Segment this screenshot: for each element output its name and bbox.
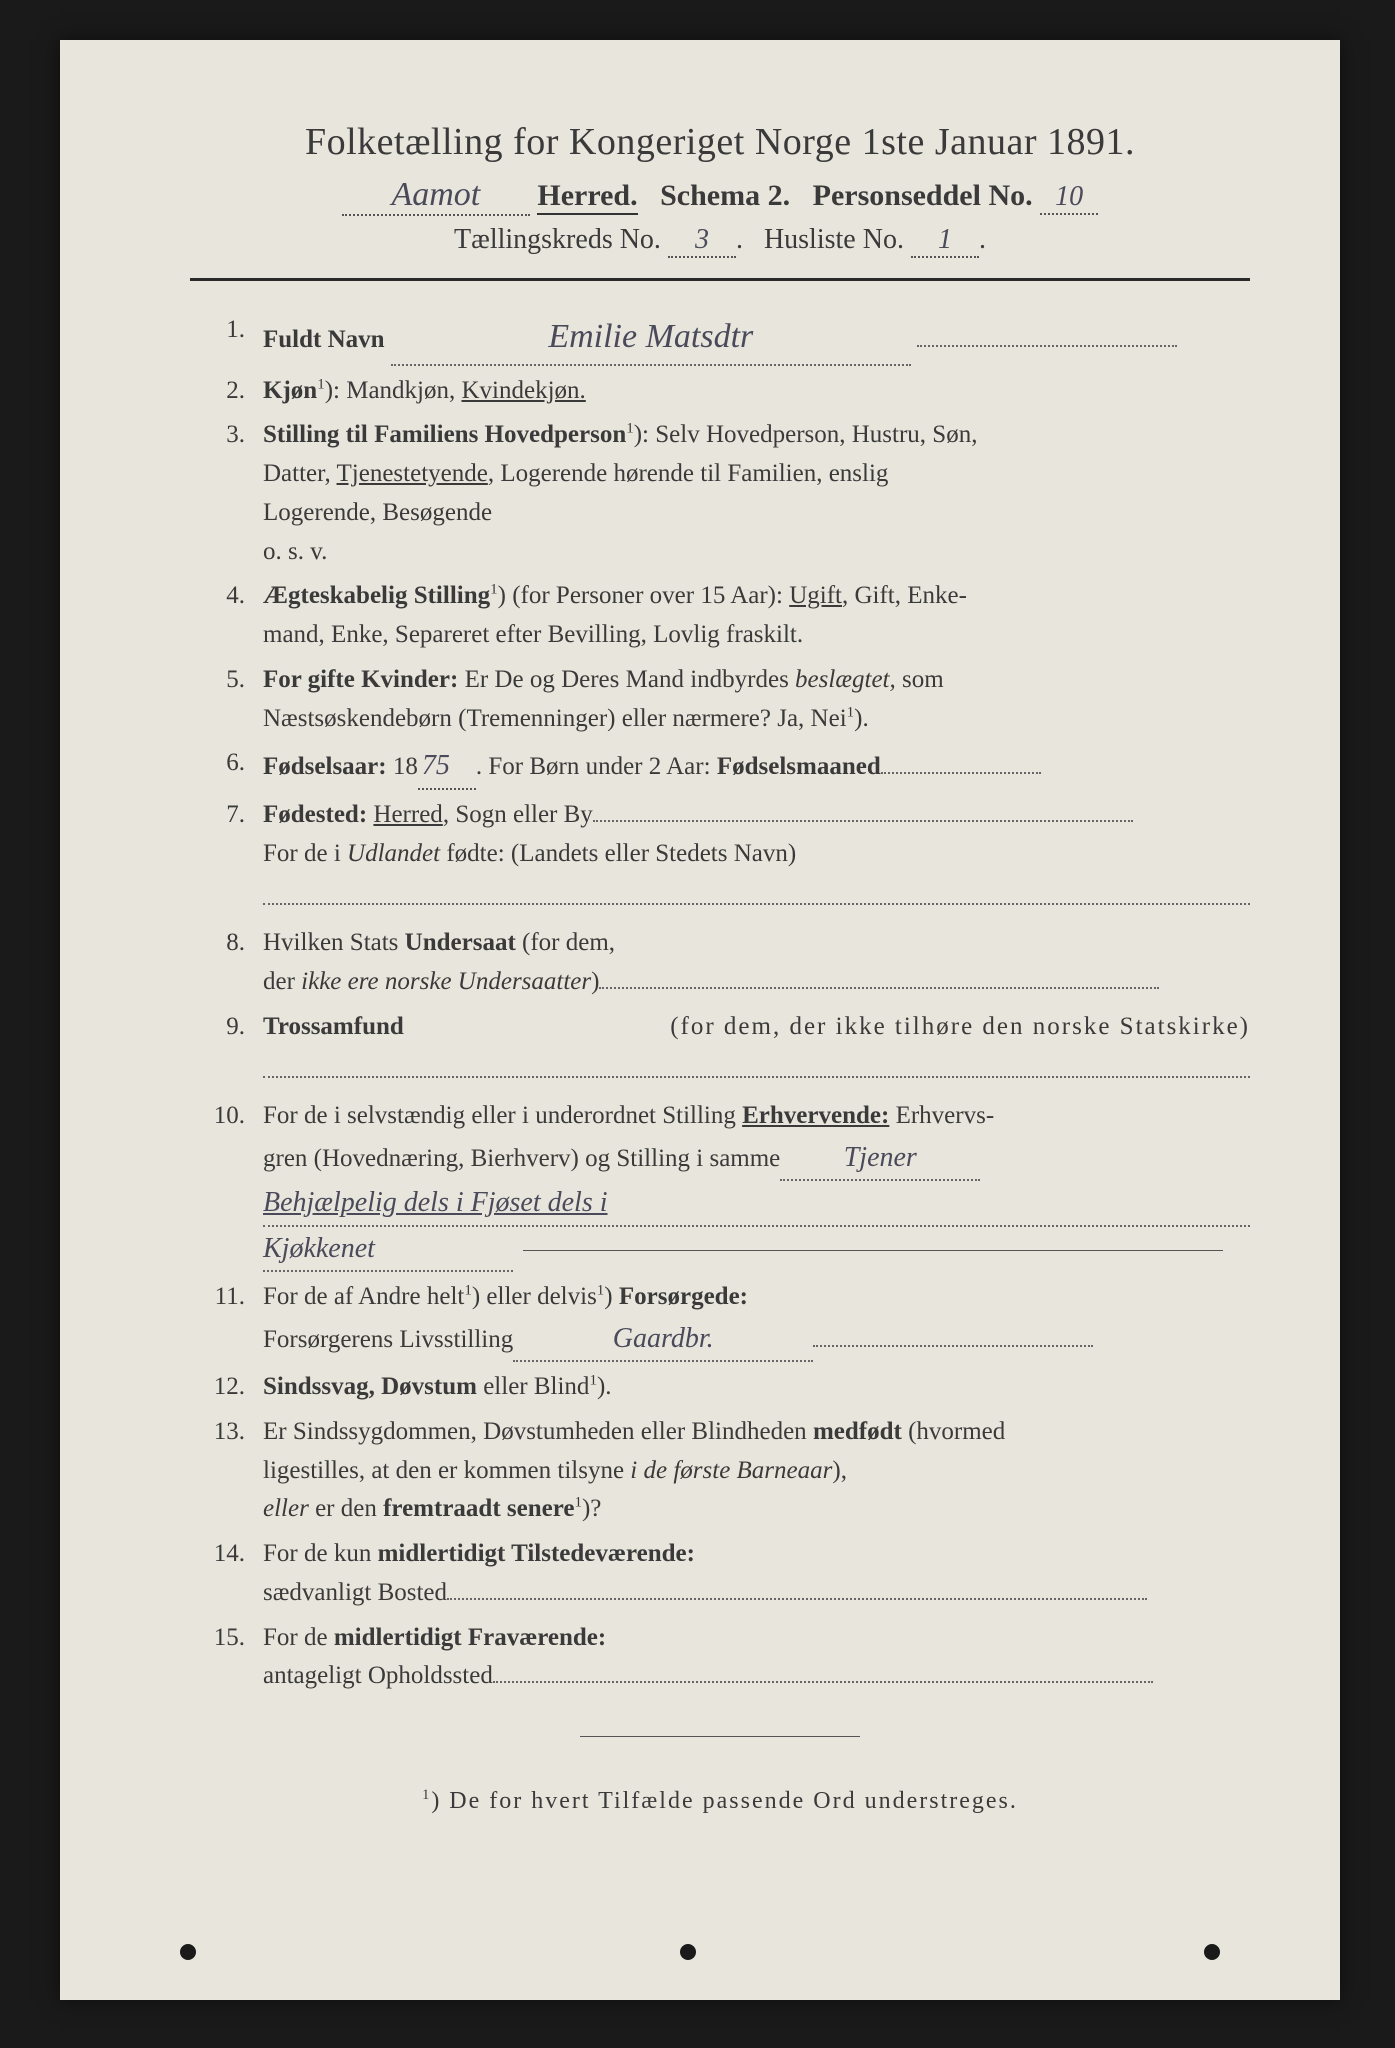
q4-label: Ægteskabelig Stilling: [263, 582, 490, 609]
q10-hw2: Behjælpelig dels i Fjøset dels i: [263, 1181, 1250, 1226]
q10: 10. For de i selvstændig eller i underor…: [190, 1097, 1250, 1272]
q10-hw1: Tjener: [780, 1136, 980, 1181]
husliste-no: 1: [911, 224, 979, 258]
hole-punch: [680, 1944, 696, 1960]
kreds-label: Tællingskreds No.: [454, 224, 661, 255]
census-form-page: Folketælling for Kongeriget Norge 1ste J…: [60, 40, 1340, 2000]
q5: 5. For gifte Kvinder: Er De og Deres Man…: [190, 661, 1250, 739]
q7-label: Fødested:: [263, 801, 367, 828]
hole-punch: [1204, 1944, 1220, 1960]
q15: 15. For de midlertidigt Fraværende: anta…: [190, 1619, 1250, 1697]
q7: 7. Fødested: Herred, Sogn eller By For d…: [190, 796, 1250, 874]
herred-label: Herred.: [537, 179, 637, 215]
hole-punch: [180, 1944, 196, 1960]
q14: 14. For de kun midlertidigt Tilstedevære…: [190, 1535, 1250, 1613]
q11-hw: Gaardbr.: [513, 1317, 813, 1362]
herred-value: Aamot: [342, 176, 530, 216]
form-title: Folketælling for Kongeriget Norge 1ste J…: [190, 120, 1250, 164]
q12: 12. Sindssvag, Døvstum eller Blind1).: [190, 1368, 1250, 1407]
kreds-no: 3: [668, 224, 736, 258]
header-line-3: Tællingskreds No. 3. Husliste No. 1.: [190, 224, 1250, 258]
q1-value: Emilie Matsdtr: [391, 311, 911, 366]
q9: 9. Trossamfund (for dem, der ikke tilhør…: [190, 1008, 1250, 1047]
q12-label: Sindssvag, Døvstum: [263, 1373, 477, 1400]
q6-label: Fødselsaar:: [263, 753, 387, 780]
personseddel-no: 10: [1040, 181, 1098, 215]
q13: 13. Er Sindssygdommen, Døvstumheden elle…: [190, 1413, 1250, 1529]
q10-hw3: Kjøkkenet: [263, 1227, 513, 1272]
husliste-label: Husliste No.: [764, 224, 904, 255]
header-line-2: Aamot Herred. Schema 2. Personseddel No.…: [190, 176, 1250, 216]
footnote-divider: [580, 1736, 860, 1737]
q3-label: Stilling til Familiens Hovedperson: [263, 421, 626, 448]
q2-label: Kjøn: [263, 377, 317, 404]
personseddel-label: Personseddel No.: [813, 179, 1033, 212]
q5-label: For gifte Kvinder:: [263, 666, 458, 693]
q3: 3. Stilling til Familiens Hovedperson1):…: [190, 416, 1250, 571]
q9-label: Trossamfund: [263, 1008, 404, 1047]
q6-year: 75: [418, 744, 476, 789]
schema-label: Schema 2.: [660, 179, 790, 212]
q1-label: Fuldt Navn: [263, 326, 385, 353]
q3-underlined: Tjenestetyende: [337, 460, 488, 487]
q7-underlined: Herred: [373, 801, 442, 828]
blank-line-7: [190, 879, 1250, 918]
q1: 1. Fuldt Navn Emilie Matsdtr: [190, 311, 1250, 366]
q4: 4. Ægteskabelig Stilling1) (for Personer…: [190, 577, 1250, 655]
q2-underlined: Kvindekjøn.: [461, 377, 585, 404]
q11: 11. For de af Andre helt1) eller delvis1…: [190, 1278, 1250, 1362]
blank-line-9: [190, 1052, 1250, 1091]
q4-underlined: Ugift: [789, 582, 842, 609]
footnote: 1) De for hvert Tilfælde passende Ord un…: [190, 1787, 1250, 1815]
q6: 6. Fødselsaar: 1875. For Børn under 2 Aa…: [190, 744, 1250, 789]
divider-top: [190, 278, 1250, 281]
q2: 2. Kjøn1): Mandkjøn, Kvindekjøn.: [190, 372, 1250, 411]
q8: 8. Hvilken Stats Undersaat (for dem, der…: [190, 924, 1250, 1002]
